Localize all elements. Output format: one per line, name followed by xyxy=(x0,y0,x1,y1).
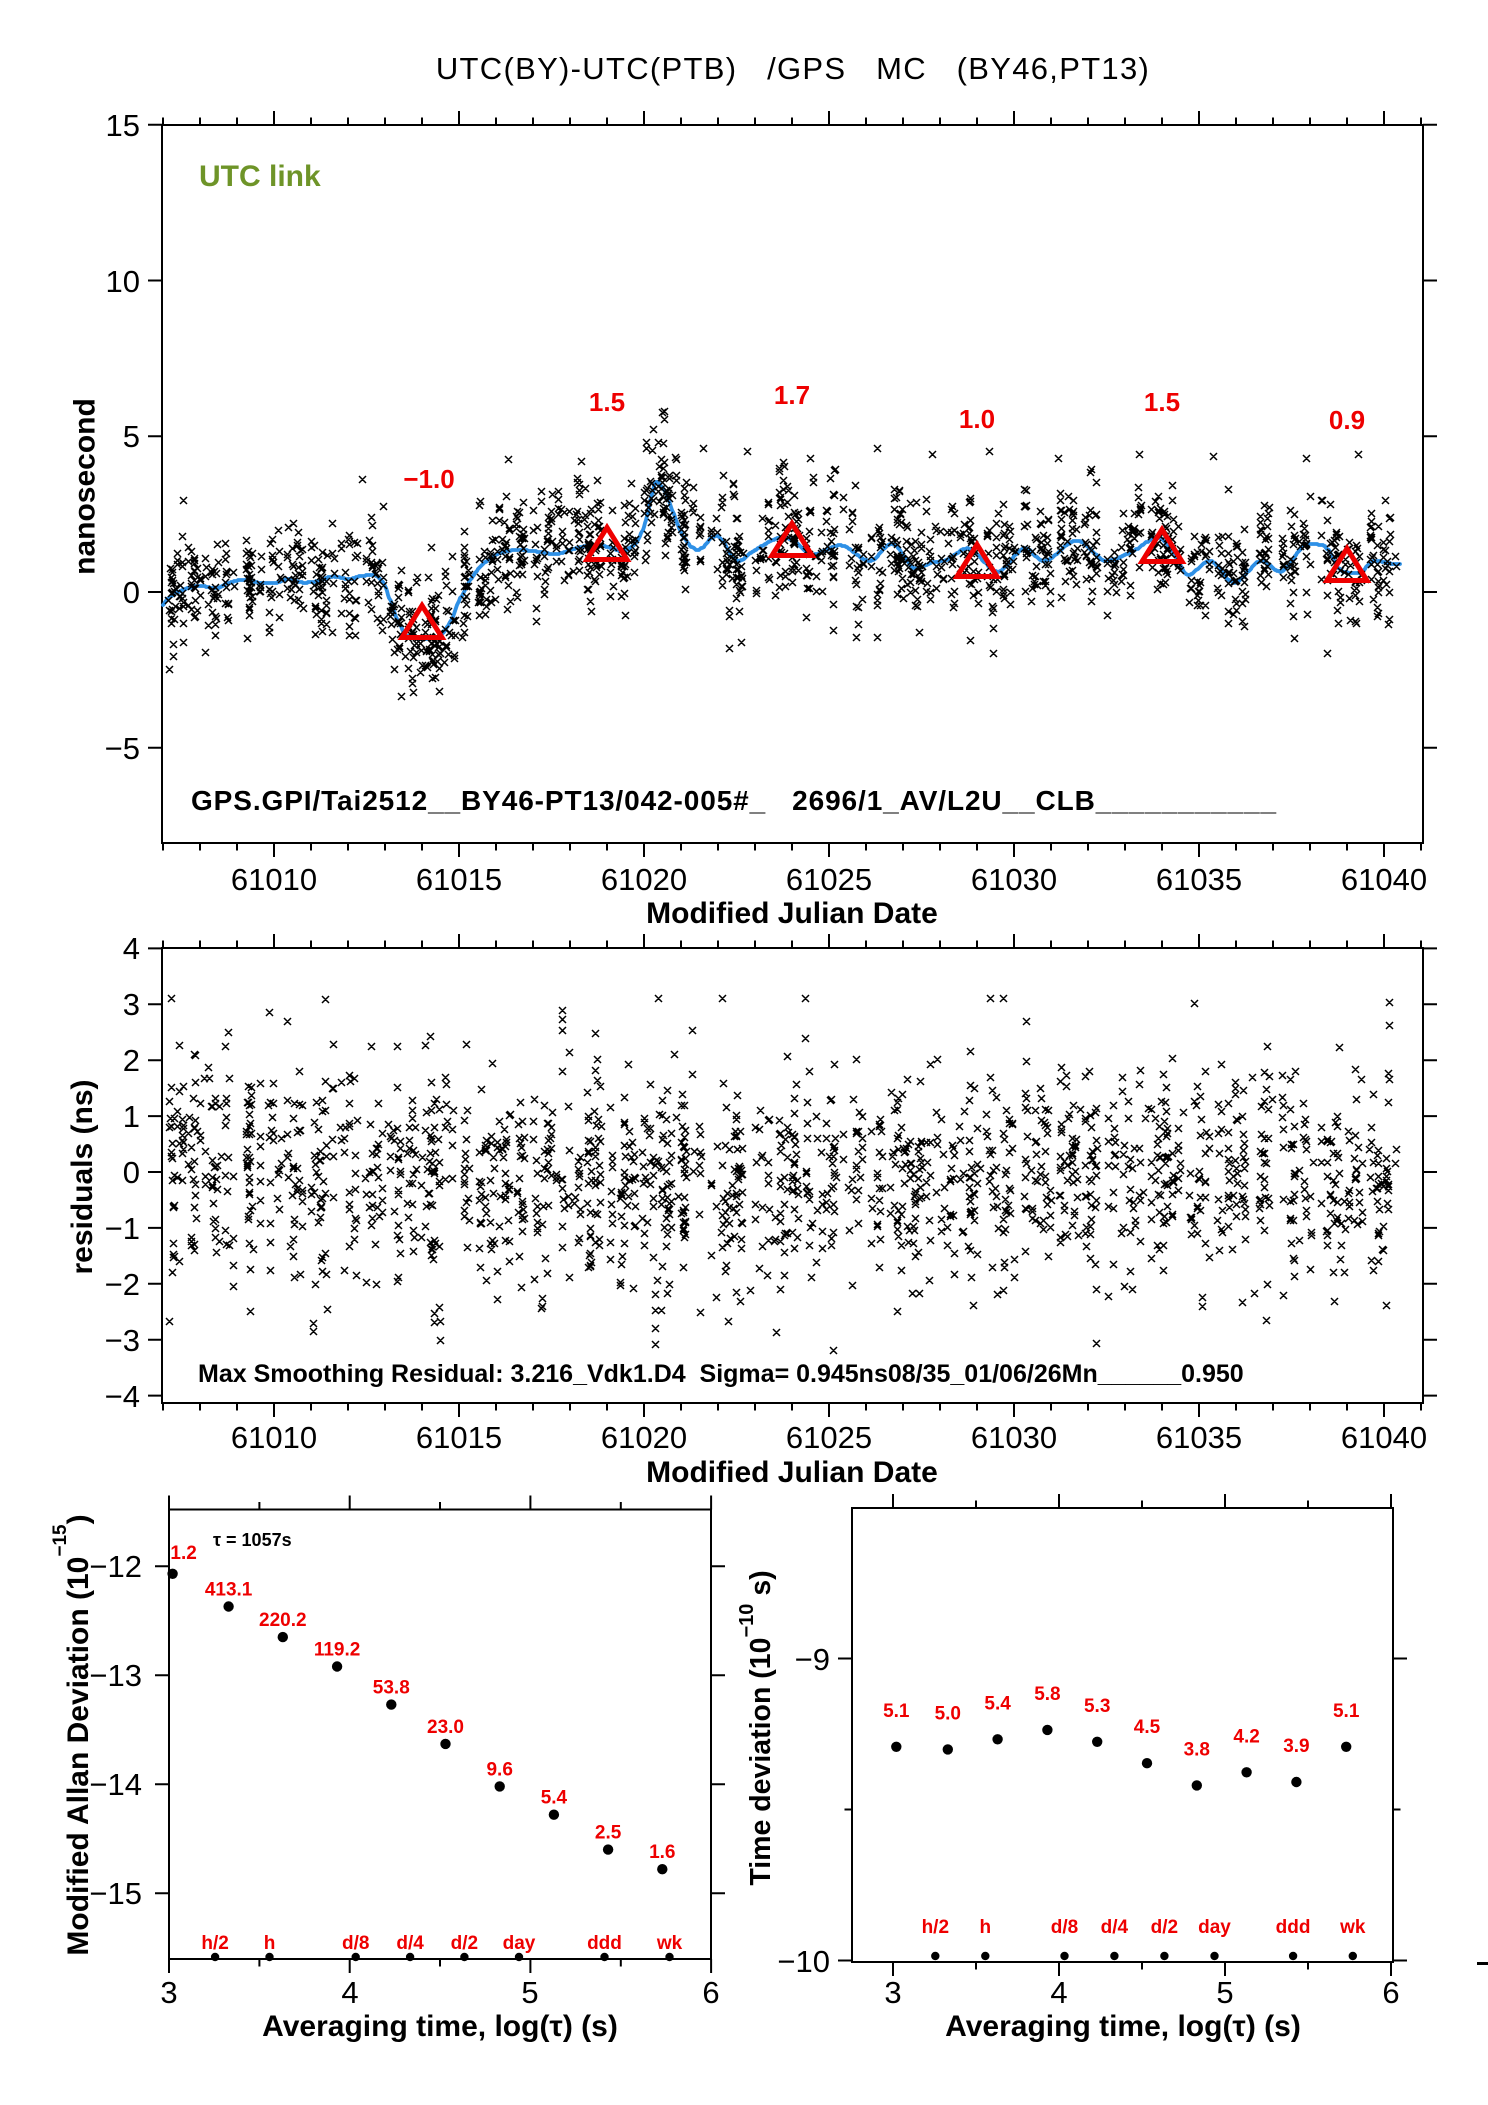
svg-text:2.5: 2.5 xyxy=(595,1823,622,1844)
svg-text:d/8: d/8 xyxy=(342,1933,369,1954)
svg-text:residuals (ns): residuals (ns) xyxy=(66,1079,99,1274)
svg-text:413.1: 413.1 xyxy=(205,1580,253,1601)
svg-text:61025: 61025 xyxy=(786,862,872,897)
svg-text:119.2: 119.2 xyxy=(314,1640,361,1661)
svg-text:5.3: 5.3 xyxy=(1084,1696,1110,1717)
svg-text:5.1: 5.1 xyxy=(883,1701,910,1722)
svg-text:h/2: h/2 xyxy=(201,1933,228,1954)
svg-text:UTC link: UTC link xyxy=(199,160,321,193)
svg-text:5: 5 xyxy=(1216,1975,1233,2010)
svg-text:5.0: 5.0 xyxy=(935,1703,961,1724)
svg-text:3.8: 3.8 xyxy=(1184,1739,1210,1760)
svg-text:5: 5 xyxy=(521,1975,538,2010)
svg-text:Averaging time, log(τ) (s): Averaging time, log(τ) (s) xyxy=(262,2010,618,2043)
svg-text:−1: −1 xyxy=(105,1211,140,1246)
svg-text:−12: −12 xyxy=(89,1549,142,1584)
svg-text:d/4: d/4 xyxy=(1101,1917,1129,1938)
svg-text:Max Smoothing Residual: 3.216_: Max Smoothing Residual: 3.216_Vdk1.D4 Si… xyxy=(198,1360,1244,1388)
svg-text:0.9: 0.9 xyxy=(1329,405,1365,435)
svg-text:nanosecond: nanosecond xyxy=(69,398,102,575)
svg-text:wk: wk xyxy=(1339,1917,1366,1938)
svg-text:Modified Julian Date: Modified Julian Date xyxy=(646,897,938,930)
svg-text:d/2: d/2 xyxy=(1151,1917,1178,1938)
svg-text:Modified Julian Date: Modified Julian Date xyxy=(646,1456,938,1489)
svg-text:1.2: 1.2 xyxy=(170,1543,196,1564)
svg-text:UTC(BY)-UTC(PTB) /GPS MC: UTC(BY)-UTC(PTB) /GPS MC (BY46,PT13) xyxy=(436,51,1150,86)
svg-text:1.5: 1.5 xyxy=(1144,387,1180,417)
svg-text:3.9: 3.9 xyxy=(1283,1736,1309,1757)
svg-text:3: 3 xyxy=(123,987,140,1022)
svg-text:4: 4 xyxy=(341,1975,358,2010)
svg-text:2: 2 xyxy=(123,1043,140,1078)
svg-text:61035: 61035 xyxy=(1156,862,1242,897)
svg-text:9.6: 9.6 xyxy=(486,1759,512,1780)
svg-text:ddd: ddd xyxy=(1276,1917,1311,1938)
svg-text:−15: −15 xyxy=(89,1876,142,1911)
svg-text:5.8: 5.8 xyxy=(1034,1684,1060,1705)
svg-text:−9: −9 xyxy=(795,1642,830,1677)
svg-text:−14: −14 xyxy=(89,1767,142,1802)
svg-text:5: 5 xyxy=(123,419,140,454)
svg-text:1.7: 1.7 xyxy=(774,380,810,410)
svg-text:−3: −3 xyxy=(105,1323,140,1358)
svg-text:61040: 61040 xyxy=(1341,1420,1427,1455)
svg-text:220.2: 220.2 xyxy=(259,1610,307,1631)
svg-text:ddd: ddd xyxy=(587,1933,622,1954)
svg-text:0: 0 xyxy=(123,1155,140,1190)
svg-text:6: 6 xyxy=(1382,1975,1399,2010)
svg-text:day: day xyxy=(1198,1917,1231,1938)
svg-text:61040: 61040 xyxy=(1341,862,1427,897)
svg-text:GPS.GPI/Tai2512__BY46-PT13/042: GPS.GPI/Tai2512__BY46-PT13/042-005#_ 269… xyxy=(191,785,1277,816)
svg-text:4: 4 xyxy=(123,931,140,966)
svg-text:3: 3 xyxy=(160,1975,177,2010)
svg-text:4.5: 4.5 xyxy=(1134,1717,1161,1738)
svg-text:10: 10 xyxy=(106,264,140,299)
svg-text:61015: 61015 xyxy=(416,862,502,897)
svg-text:−4: −4 xyxy=(105,1379,140,1414)
svg-text:61025: 61025 xyxy=(786,1420,872,1455)
svg-text:61010: 61010 xyxy=(231,1420,317,1455)
svg-text:6: 6 xyxy=(702,1975,719,2010)
svg-text:61035: 61035 xyxy=(1156,1420,1242,1455)
svg-text:5.4: 5.4 xyxy=(984,1693,1011,1714)
svg-text:53.8: 53.8 xyxy=(373,1678,410,1699)
svg-text:61020: 61020 xyxy=(601,862,687,897)
svg-text:d/4: d/4 xyxy=(396,1933,424,1954)
svg-text:1.6: 1.6 xyxy=(649,1842,675,1863)
svg-text:wk: wk xyxy=(656,1933,683,1954)
svg-text:−5: −5 xyxy=(105,731,140,766)
svg-text:1: 1 xyxy=(123,1099,140,1134)
svg-text:h: h xyxy=(264,1933,276,1954)
svg-text:h/2: h/2 xyxy=(922,1917,949,1938)
svg-text:d/2: d/2 xyxy=(451,1933,478,1954)
svg-text:4: 4 xyxy=(1050,1975,1067,2010)
svg-text:4.2: 4.2 xyxy=(1233,1726,1259,1747)
svg-text:23.0: 23.0 xyxy=(427,1717,464,1738)
svg-text:−1.0: −1.0 xyxy=(403,464,454,494)
svg-text:−2: −2 xyxy=(105,1267,140,1302)
svg-text:0: 0 xyxy=(123,575,140,610)
svg-text:−10: −10 xyxy=(777,1944,830,1979)
svg-text:Averaging time, log(τ) (s): Averaging time, log(τ) (s) xyxy=(945,2010,1301,2043)
svg-text:61010: 61010 xyxy=(231,862,317,897)
svg-text:61030: 61030 xyxy=(971,862,1057,897)
svg-text:61020: 61020 xyxy=(601,1420,687,1455)
svg-text:3: 3 xyxy=(884,1975,901,2010)
svg-text:15: 15 xyxy=(106,108,140,143)
svg-text:1.5: 1.5 xyxy=(589,387,625,417)
svg-text:5.4: 5.4 xyxy=(541,1788,568,1809)
svg-text:5.1: 5.1 xyxy=(1333,1701,1360,1722)
svg-text:day: day xyxy=(503,1933,536,1954)
svg-text:1.0: 1.0 xyxy=(959,404,995,434)
svg-text:d/8: d/8 xyxy=(1051,1917,1078,1938)
svg-text:61030: 61030 xyxy=(971,1420,1057,1455)
svg-text:τ = 1057s: τ = 1057s xyxy=(213,1530,292,1550)
svg-text:61015: 61015 xyxy=(416,1420,502,1455)
svg-text:−13: −13 xyxy=(89,1658,142,1693)
svg-text:h: h xyxy=(979,1917,991,1938)
